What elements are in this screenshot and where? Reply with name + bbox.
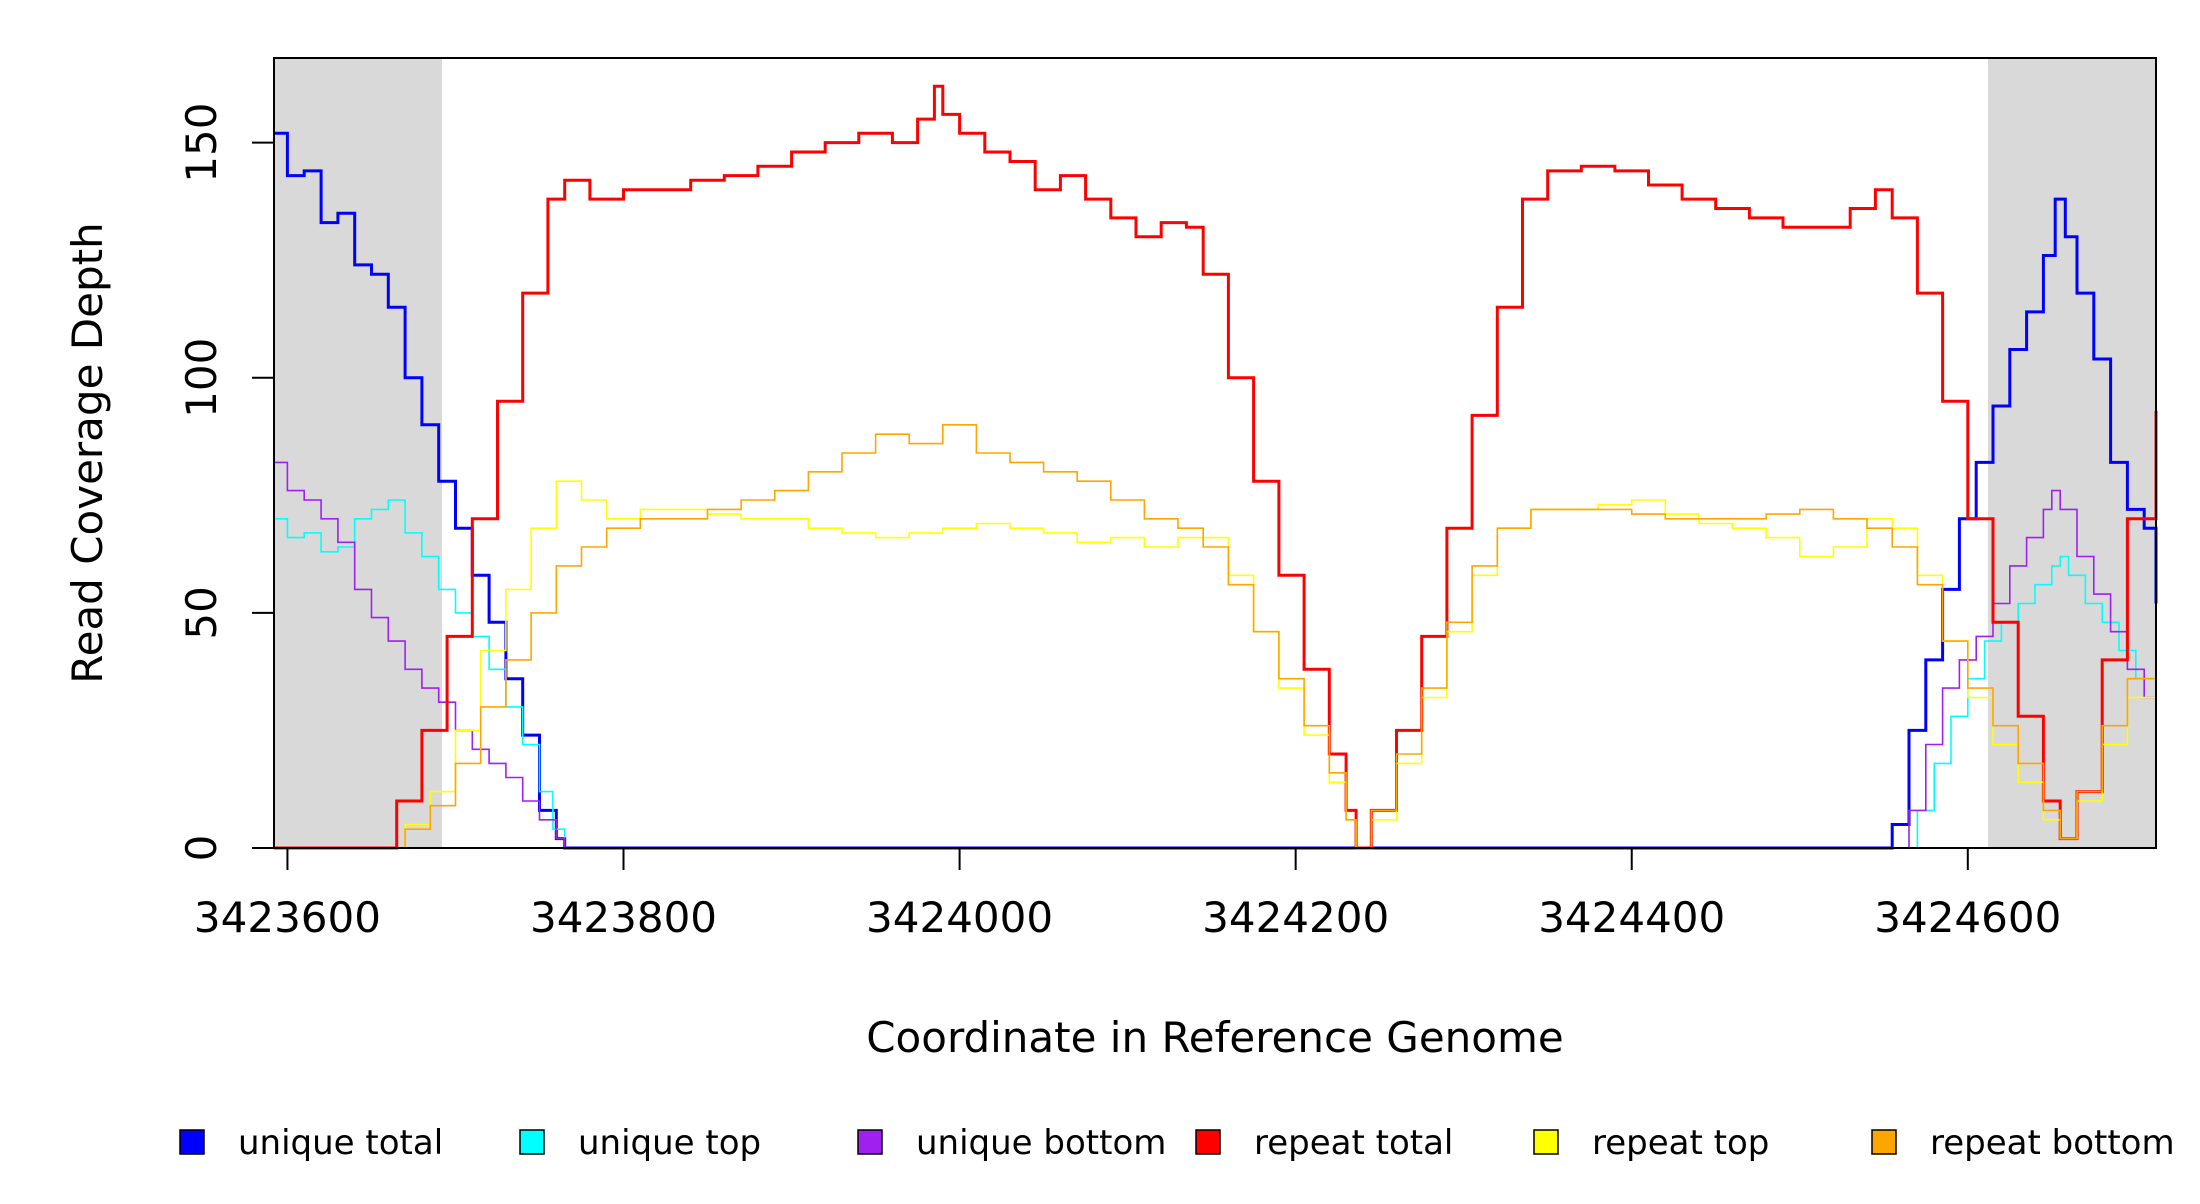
y-tick-label: 150 xyxy=(177,103,226,183)
x-tick-label: 3424600 xyxy=(1874,893,2061,942)
series-line-unique-bottom xyxy=(274,461,2157,849)
series-line-unique-top xyxy=(274,499,2157,849)
shaded-region-1 xyxy=(1987,58,2156,848)
legend-swatch-repeat-total xyxy=(1195,1129,1221,1155)
y-tick-label: 50 xyxy=(177,586,226,639)
shaded-region-0 xyxy=(274,58,443,848)
y-axis: 0 50 100 150 xyxy=(177,103,275,862)
x-tick-label: 3424000 xyxy=(866,893,1053,942)
series-lines xyxy=(274,84,2158,850)
legend-label-repeat-bottom: repeat bottom xyxy=(1930,1123,2175,1163)
x-tick-label: 3423600 xyxy=(194,893,381,942)
y-axis-title: Read Coverage Depth xyxy=(63,222,112,683)
shaded-regions xyxy=(274,58,2156,848)
legend-label-unique-top: unique top xyxy=(578,1123,761,1163)
legend-label-repeat-total: repeat total xyxy=(1254,1123,1453,1163)
series-line-repeat-bottom xyxy=(274,424,2157,849)
legend-label-unique-total: unique total xyxy=(238,1123,443,1163)
legend: unique total unique top unique bottom repea… xyxy=(179,1123,2175,1163)
x-tick-label: 3423800 xyxy=(530,893,717,942)
legend-label-unique-bottom: unique bottom xyxy=(916,1123,1166,1163)
legend-swatch-repeat-bottom xyxy=(1871,1129,1897,1155)
x-axis-title: Coordinate in Reference Genome xyxy=(866,1013,1564,1062)
series-line-repeat-total xyxy=(274,84,2158,850)
legend-label-repeat-top: repeat top xyxy=(1592,1123,1769,1163)
y-tick-label: 0 xyxy=(177,835,226,862)
plot-frame xyxy=(273,57,2157,849)
legend-swatch-repeat-top xyxy=(1533,1129,1559,1155)
x-tick-label: 3424200 xyxy=(1202,893,1389,942)
legend-swatch-unique-bottom xyxy=(857,1129,883,1155)
series-line-repeat-top xyxy=(274,480,2157,849)
x-tick-label: 3424400 xyxy=(1538,893,1725,942)
legend-swatch-unique-total xyxy=(179,1129,205,1155)
x-axis: 3423600 3423800 3424000 3424200 3424400 34246… xyxy=(194,847,2061,942)
legend-swatch-unique-top xyxy=(519,1129,545,1155)
y-tick-label: 100 xyxy=(177,338,226,418)
